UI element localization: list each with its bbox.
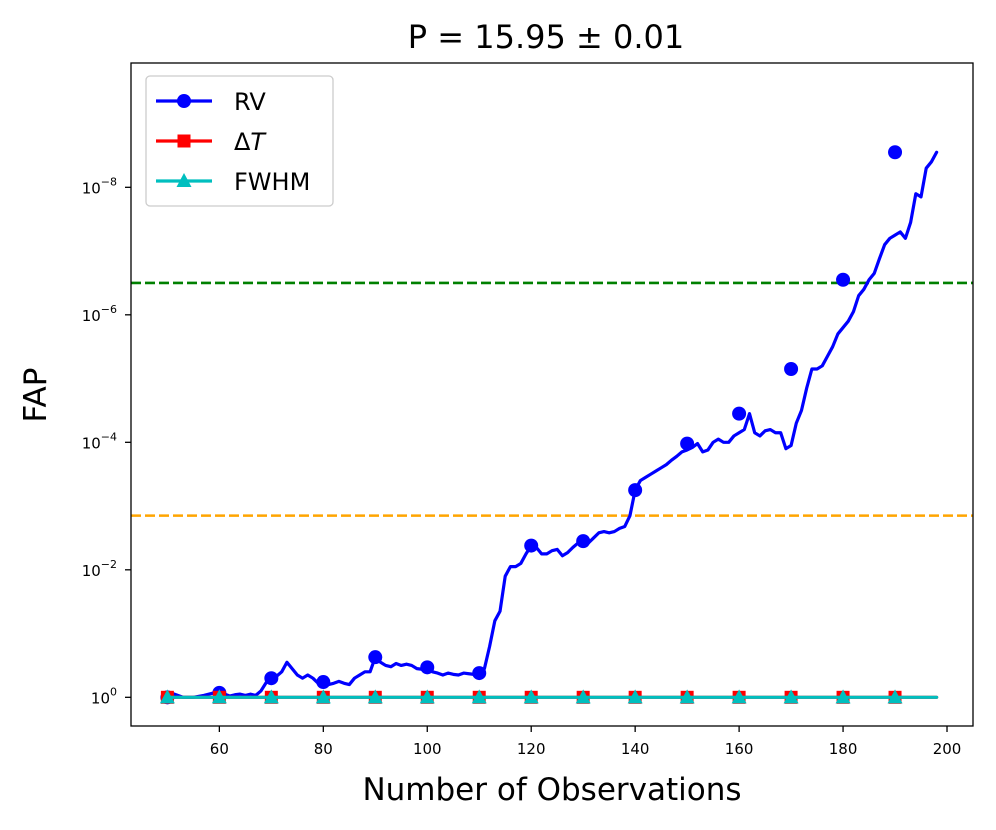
- marker-circle-0-8: [576, 534, 591, 549]
- legend-label-2: FWHM: [234, 168, 310, 196]
- marker-triangle-2-9: [627, 689, 643, 704]
- marker-circle-0-13: [836, 272, 851, 287]
- marker-circle-0-2: [264, 671, 279, 686]
- y-axis-label: FAP: [18, 368, 54, 423]
- chart-title: P = 15.95 ± 0.01: [408, 18, 684, 56]
- y-tick-label-3: 10−6: [82, 303, 117, 325]
- marker-triangle-2-12: [783, 689, 799, 704]
- legend-label-0: RV: [234, 88, 266, 116]
- marker-triangle-2-13: [835, 689, 851, 704]
- legend: RV ΔT FWHM: [145, 75, 334, 207]
- legend-box: [145, 75, 334, 207]
- marker-circle-0-14: [888, 145, 903, 160]
- marker-triangle-2-4: [367, 689, 383, 704]
- marker-triangle-2-6: [471, 689, 487, 704]
- marker-circle-0-10: [680, 436, 695, 451]
- x-tick-label-4: 140: [621, 740, 650, 758]
- x-tick-label-5: 160: [725, 740, 754, 758]
- legend-label-1: ΔT: [234, 128, 267, 156]
- y-tick-label-0: 100: [91, 685, 117, 707]
- y-tick-label-4: 10−8: [82, 175, 117, 197]
- marker-circle-0-3: [316, 675, 331, 690]
- x-tick-label-6: 180: [829, 740, 858, 758]
- plot-frame: [130, 62, 974, 727]
- y-tick-label-2: 10−4: [82, 430, 117, 452]
- x-tick-label-3: 120: [517, 740, 546, 758]
- marker-triangle-2-10: [679, 689, 695, 704]
- marker-triangle-2-1: [211, 689, 227, 704]
- marker-triangle-2-2: [263, 689, 279, 704]
- legend-marker-0: [177, 94, 191, 108]
- marker-triangle-2-7: [523, 689, 539, 704]
- marker-circle-0-9: [628, 483, 643, 498]
- series-line-0: [165, 150, 939, 699]
- marker-circle-0-11: [732, 406, 747, 421]
- marker-triangle-2-14: [887, 689, 903, 704]
- marker-circle-0-5: [420, 660, 435, 675]
- x-tick-label-0: 60: [210, 740, 229, 758]
- x-tick-label-1: 80: [314, 740, 333, 758]
- marker-circle-0-4: [368, 650, 383, 665]
- legend-marker-2: [176, 173, 192, 187]
- marker-circle-0-7: [524, 538, 539, 553]
- axes: 60 80 100 120 140 160 180 200 100 10−2 10−4 10−6 10−…: [82, 62, 974, 758]
- marker-triangle-2-8: [575, 689, 591, 704]
- marker-triangle-2-3: [315, 689, 331, 704]
- marker-triangle-2-11: [731, 689, 747, 704]
- marker-circle-0-6: [472, 666, 487, 681]
- marker-circle-0-12: [784, 362, 799, 376]
- x-tick-label-7: 200: [933, 740, 962, 758]
- legend-marker-1: [177, 134, 191, 148]
- threshold-lines: [131, 281, 973, 517]
- series-layer: [159, 145, 939, 705]
- marker-triangle-2-5: [419, 689, 435, 704]
- y-tick-label-1: 10−2: [82, 558, 117, 580]
- x-tick-label-2: 100: [413, 740, 442, 758]
- x-axis-label: Number of Observations: [362, 772, 741, 808]
- marker-triangle-2-0: [159, 689, 175, 704]
